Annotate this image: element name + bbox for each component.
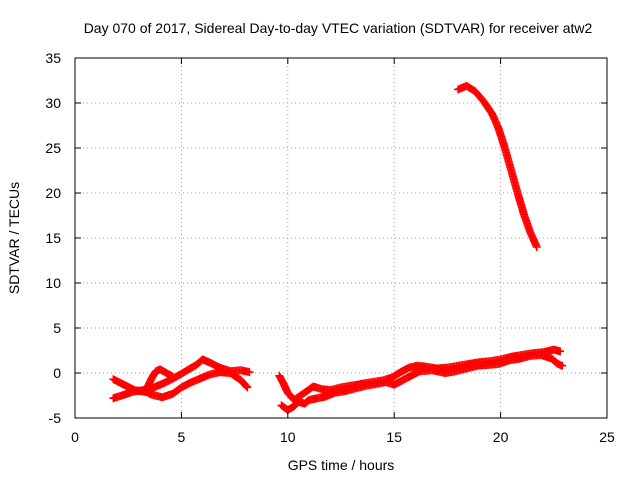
y-tick-label: -5 [49, 410, 62, 426]
axis-ticks [74, 57, 608, 419]
grid-lines [75, 58, 607, 418]
y-tick-label: 30 [45, 95, 61, 111]
y-tick-label: 35 [45, 50, 61, 66]
x-tick-label: 20 [493, 429, 509, 445]
x-tick-label: 0 [71, 429, 79, 445]
y-tick-label: 5 [53, 320, 61, 336]
data-points [109, 81, 567, 414]
data-point [556, 347, 565, 356]
y-tick-label: 0 [53, 365, 61, 381]
x-tick-label: 25 [599, 429, 615, 445]
data-point [532, 243, 541, 251]
data-series [109, 368, 252, 403]
x-axis-label: GPS time / hours [288, 457, 395, 473]
data-point [242, 382, 251, 391]
x-tick-label: 10 [280, 429, 296, 445]
y-tick-label: 10 [45, 275, 61, 291]
data-series [143, 365, 177, 392]
data-series [277, 351, 567, 414]
data-series [454, 81, 541, 251]
data-point [245, 368, 254, 377]
y-tick-label: 25 [45, 140, 61, 156]
data-series [109, 355, 254, 396]
tick-labels: 0 5 10 15 20 25 -5 0 5 10 15 20 25 30 35 [45, 50, 615, 445]
data-point [168, 372, 177, 381]
x-tick-label: 5 [178, 429, 186, 445]
chart-title: Day 070 of 2017, Sidereal Day-to-day VTE… [84, 20, 593, 36]
y-tick-label: 20 [45, 185, 61, 201]
y-axis-label: SDTVAR / TECUs [6, 182, 22, 294]
data-point [558, 361, 567, 370]
x-tick-label: 15 [386, 429, 402, 445]
y-tick-label: 15 [45, 230, 61, 246]
data-point [243, 383, 252, 392]
